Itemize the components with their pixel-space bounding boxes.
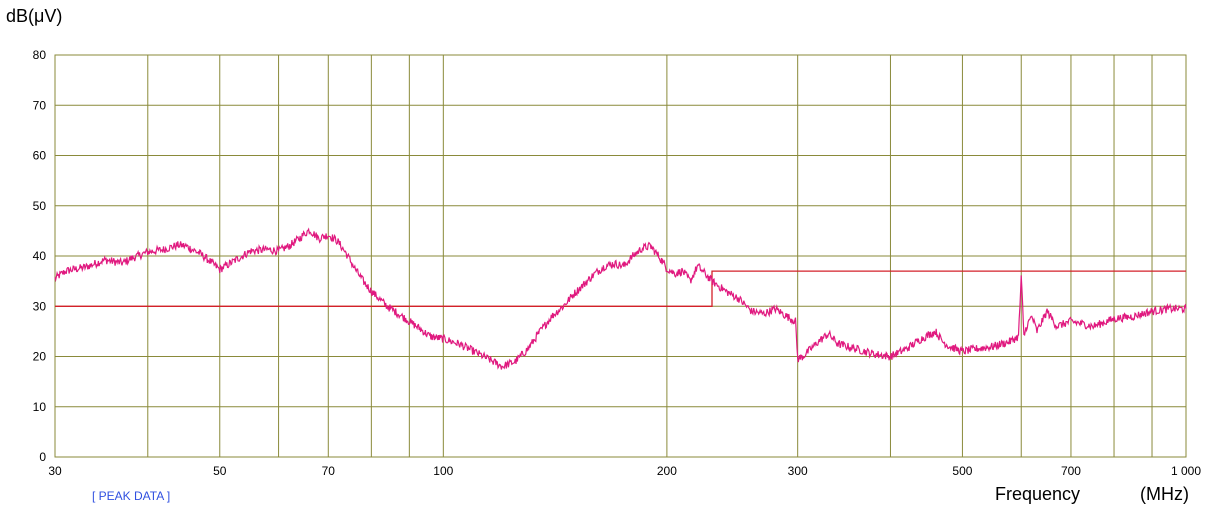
limit-line — [55, 270, 1186, 307]
y-axis-label: dB(μV) — [6, 6, 63, 26]
y-tick-label: 20 — [33, 350, 47, 364]
y-tick-label: 0 — [39, 450, 46, 464]
grid — [54, 54, 1187, 458]
y-tick-label: 80 — [33, 48, 47, 62]
x-tick-label: 500 — [952, 464, 972, 478]
x-tick-label: 700 — [1061, 464, 1081, 478]
y-tick-label: 40 — [33, 249, 47, 263]
x-tick-label: 100 — [433, 464, 453, 478]
x-axis-label: Frequency — [995, 484, 1081, 504]
y-tick-labels: 0 10 20 30 40 50 60 70 80 — [33, 48, 47, 464]
x-tick-labels: 30 50 70 100 200 300 500 700 1 000 — [48, 464, 1201, 478]
peak-trace — [54, 227, 1187, 370]
x-tick-label: 70 — [322, 464, 336, 478]
y-tick-label: 50 — [33, 199, 47, 213]
x-tick-label: 1 000 — [1171, 464, 1201, 478]
y-tick-label: 10 — [33, 400, 47, 414]
y-tick-label: 60 — [33, 149, 47, 163]
y-tick-label: 70 — [33, 98, 47, 112]
x-tick-label: 50 — [213, 464, 227, 478]
peak-data-label: [ PEAK DATA ] — [92, 489, 171, 503]
y-tick-label: 30 — [33, 299, 47, 313]
x-tick-label: 200 — [657, 464, 677, 478]
x-tick-label: 30 — [48, 464, 62, 478]
x-axis-unit: (MHz) — [1140, 484, 1189, 504]
x-tick-label: 300 — [788, 464, 808, 478]
